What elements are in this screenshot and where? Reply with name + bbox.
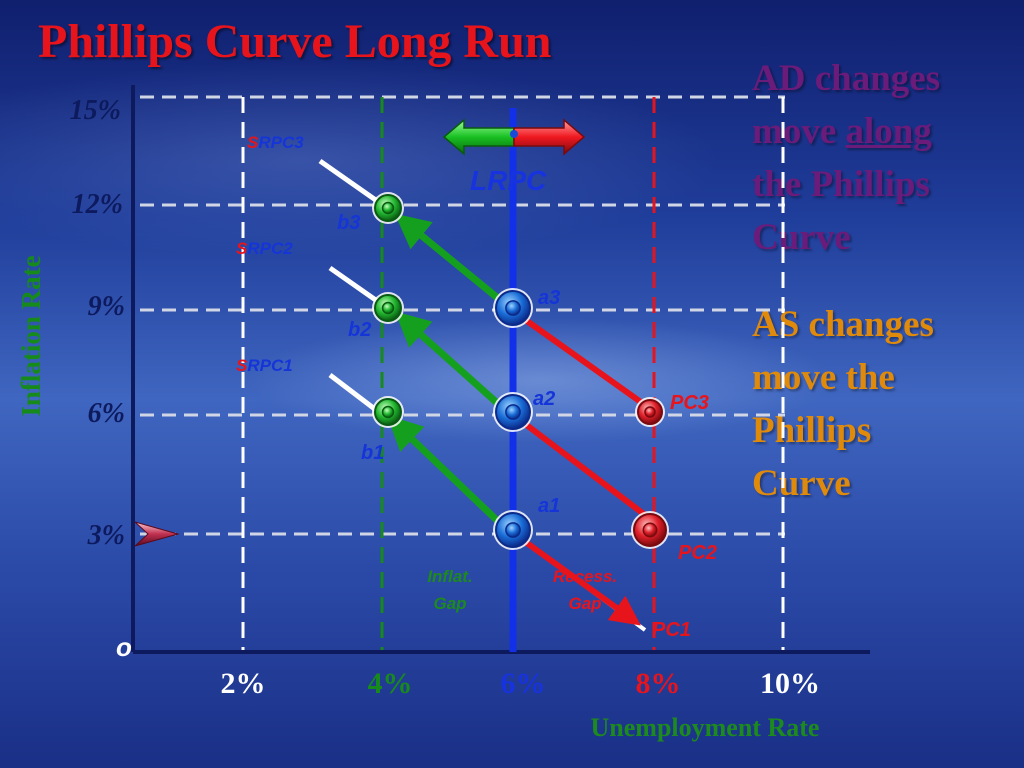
as-text-line4: Curve: [752, 463, 851, 504]
right-arrow-red: [513, 118, 586, 156]
point-core: [381, 301, 395, 315]
y-tick-9: 9%: [88, 291, 125, 322]
srpc2-label: SRPC2: [236, 239, 293, 258]
point-b1: [372, 396, 404, 428]
label-pc3: PC3: [670, 392, 709, 414]
label-pc2: PC2: [678, 542, 717, 564]
pointer-3pct-icon: [134, 521, 180, 547]
as-text-line2: move the: [752, 357, 895, 398]
srpc2-label-rest: RPC2: [247, 239, 293, 258]
as-text-line3: Phillips: [752, 410, 872, 451]
point-core: [642, 522, 658, 538]
srpc2-label-s: S: [236, 239, 248, 258]
label-pc1: PC1: [652, 619, 691, 641]
x-axis-label: Unemployment Rate: [591, 713, 820, 742]
x-tick-4: 4%: [368, 667, 413, 700]
red-a2-pc2: [518, 417, 647, 518]
recess-gap-line2: Gap: [568, 594, 601, 613]
gap-labels: Inflat. Gap Recess. Gap: [427, 567, 617, 613]
arrow-a1-b1: [386, 415, 508, 531]
srpc3-label-rest: RPC3: [258, 133, 304, 152]
v-gridlines: [241, 97, 785, 650]
point-b2: [372, 292, 404, 324]
y-tick-6: 6%: [88, 398, 125, 429]
label-a2: a2: [533, 388, 555, 410]
y-axis-label: Inflation Rate: [16, 255, 46, 416]
srpc-labels: SRPC3 SRPC2 SRPC1: [236, 133, 304, 375]
inflat-gap-line1: Inflat.: [427, 567, 472, 586]
point-core: [644, 406, 656, 418]
srpc1-label: SRPC1: [236, 356, 293, 375]
ad-text-along: along: [845, 111, 932, 152]
srpc3-label-s: S: [247, 133, 259, 152]
point-core: [381, 201, 395, 215]
srpc3-label: SRPC3: [247, 133, 304, 152]
point-a2: [493, 392, 533, 432]
points-layer: [372, 192, 669, 550]
point-core: [505, 404, 521, 420]
point-a1: [493, 510, 533, 550]
label-b3: b3: [337, 212, 360, 234]
srpc1-white-segment: [328, 373, 382, 415]
srpc1-label-s: S: [236, 356, 248, 375]
ad-text-line1: AD changes: [752, 58, 941, 99]
point-core: [505, 300, 521, 316]
left-right-arrow-icon: [442, 118, 586, 156]
y-tick-12: 12%: [72, 189, 123, 220]
point-labels: a3 a2 a1 b3 b2 b1 PC3 PC2 PC1: [337, 212, 717, 641]
red-movement-arrows: [518, 313, 647, 626]
x-tick-6: 6%: [501, 667, 546, 700]
arrow-a2-b2: [394, 311, 508, 413]
red-a3-pc3: [518, 313, 647, 408]
origin-label: o: [116, 632, 132, 662]
arrow-a3-b3: [394, 213, 508, 307]
red-a1-pc1-arrow: [518, 535, 641, 626]
x-tick-8: 8%: [636, 667, 681, 700]
point-pc2: [631, 511, 669, 549]
y-tick-15: 15%: [70, 95, 121, 126]
recess-gap-line1: Recess.: [553, 567, 617, 586]
left-arrow-green: [442, 118, 515, 156]
point-a3: [493, 288, 533, 328]
y-tick-labels: 15% 12% 9% 6% 3%: [70, 95, 125, 551]
label-b1: b1: [361, 442, 384, 464]
label-a3: a3: [538, 287, 560, 309]
point-b3: [372, 192, 404, 224]
inflat-gap-line2: Gap: [433, 594, 466, 613]
x-tick-labels: 2% 4% 6% 8% 10%: [221, 667, 821, 700]
ad-text-line2a: move: [752, 111, 846, 152]
arrow-center-dot: [510, 130, 518, 138]
y-tick-3: 3%: [87, 520, 125, 551]
h-gridlines: [140, 95, 785, 536]
x-tick-10: 10%: [760, 667, 820, 700]
slide-title: Phillips Curve Long Run: [38, 15, 552, 68]
srpc-white-segments: [318, 158, 647, 632]
srpc1-label-rest: RPC1: [247, 356, 292, 375]
label-a1: a1: [538, 495, 560, 517]
point-core: [381, 405, 395, 419]
ad-text-line4: Curve: [752, 217, 851, 258]
label-b2: b2: [348, 319, 371, 341]
x-tick-2: 2%: [221, 667, 266, 700]
ad-changes-text: AD changes move along the Phillips Curve: [752, 52, 1012, 264]
point-core: [505, 522, 521, 538]
point-pc3: [635, 397, 665, 427]
green-movement-arrows: [386, 213, 508, 531]
lrpc-label: LRPC: [470, 165, 547, 196]
